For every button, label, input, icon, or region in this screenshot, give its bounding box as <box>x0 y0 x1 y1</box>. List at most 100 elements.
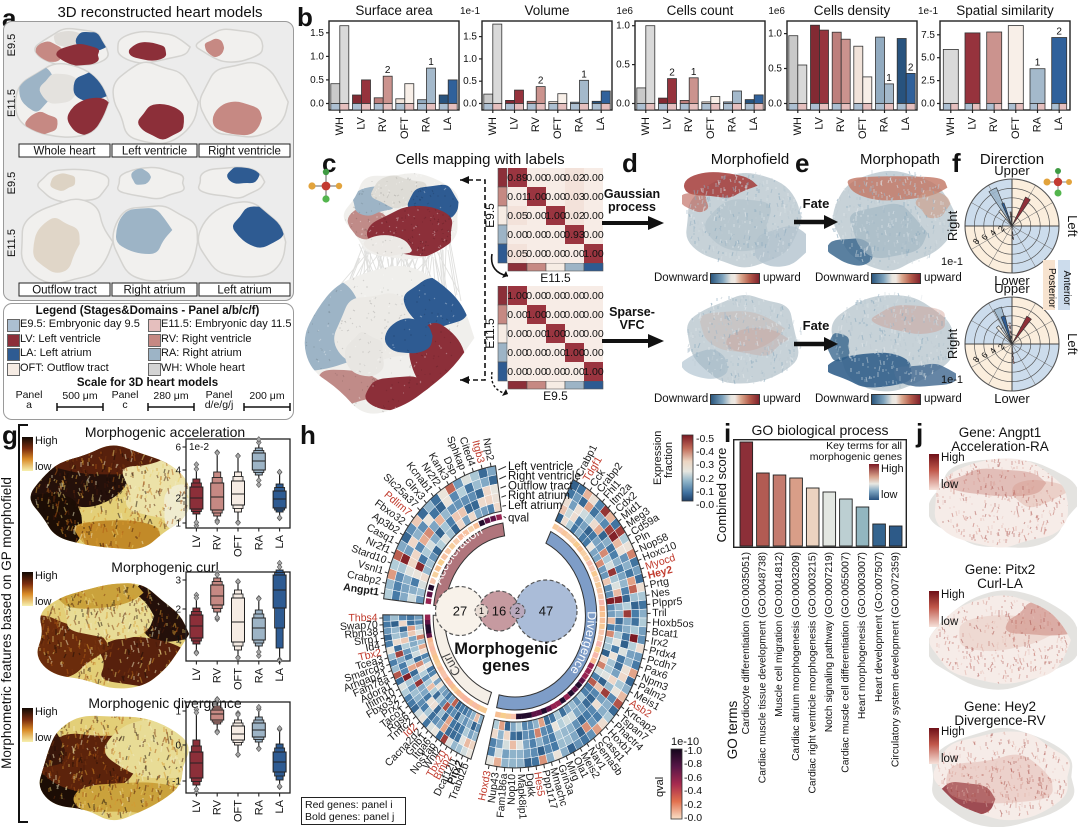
svg-text:0.0: 0.0 <box>616 99 630 110</box>
svg-text:1.00: 1.00 <box>564 347 585 359</box>
svg-text:RA: RA <box>253 667 265 683</box>
svg-text:Cells count: Cells count <box>667 3 734 18</box>
svg-text:0.00: 0.00 <box>507 229 528 241</box>
svg-text:0.02: 0.02 <box>564 172 585 184</box>
svg-text:0.00: 0.00 <box>545 309 566 321</box>
svg-text:0.00: 0.00 <box>526 347 547 359</box>
svg-text:RA: RA <box>727 116 739 132</box>
svg-text:RA: RA <box>253 799 265 815</box>
svg-text:Surface area: Surface area <box>355 3 433 18</box>
svg-text:Notch signaling pathway (GO:00: Notch signaling pathway (GO:0007219) <box>824 552 835 732</box>
svg-text:qval: qval <box>508 513 529 525</box>
svg-text:WH: WH <box>334 117 346 135</box>
svg-text:Upper: Upper <box>994 283 1030 296</box>
svg-text:0.00: 0.00 <box>564 248 585 260</box>
svg-text:0.05: 0.05 <box>507 210 528 222</box>
svg-text:1.00: 1.00 <box>545 328 566 340</box>
svg-text:0.00: 0.00 <box>583 347 604 359</box>
svg-text:RV: RV <box>212 534 224 550</box>
svg-text:0.00: 0.00 <box>526 229 547 241</box>
svg-text:WH: WH <box>792 117 804 135</box>
svg-text:0.00: 0.00 <box>526 210 547 222</box>
svg-text:RA: RA <box>879 116 891 132</box>
svg-text:Heart morphogenesis (GO:000300: Heart morphogenesis (GO:0003007) <box>857 552 868 719</box>
svg-text:1.00: 1.00 <box>526 309 547 321</box>
svg-text:2: 2 <box>1056 27 1062 38</box>
svg-text:1.5: 1.5 <box>463 32 477 43</box>
svg-text:Heart development (GO:007507): Heart development (GO:007507) <box>874 552 885 702</box>
svg-text:OFT: OFT <box>857 117 869 139</box>
svg-text:6: 6 <box>175 443 181 454</box>
svg-text:Muscle cell migration (GO:0014: Muscle cell migration (GO:0014812) <box>774 552 785 717</box>
svg-text:LA: LA <box>274 799 286 813</box>
svg-text:1: 1 <box>175 635 181 646</box>
svg-text:Posterior: Posterior <box>1046 268 1057 309</box>
svg-text:LV: LV <box>191 667 203 680</box>
svg-text:2: 2 <box>515 606 520 616</box>
svg-text:2.5: 2.5 <box>921 76 935 87</box>
svg-text:Morphogenic: Morphogenic <box>454 640 558 658</box>
svg-text:RV: RV <box>988 116 1000 132</box>
svg-text:0.00: 0.00 <box>545 172 566 184</box>
svg-text:0.0: 0.0 <box>921 99 935 110</box>
svg-text:RA: RA <box>574 116 586 132</box>
svg-text:OFT: OFT <box>233 800 245 822</box>
svg-text:E11.5: E11.5 <box>540 271 571 285</box>
svg-text:Thbs4: Thbs4 <box>348 612 378 624</box>
svg-text:0.5: 0.5 <box>463 76 477 87</box>
svg-text:Combined score: Combined score <box>714 448 729 543</box>
svg-text:RA: RA <box>253 534 265 550</box>
svg-text:1e6: 1e6 <box>768 6 785 17</box>
svg-text:LV: LV <box>662 116 674 129</box>
svg-text:0.00: 0.00 <box>564 366 585 378</box>
svg-text:OFT: OFT <box>1010 117 1022 139</box>
svg-text:Lower: Lower <box>994 391 1030 406</box>
svg-text:Right: Right <box>945 328 960 359</box>
svg-text:RV: RV <box>212 799 224 815</box>
svg-text:RV: RV <box>683 116 695 132</box>
svg-text:1.00: 1.00 <box>583 248 604 260</box>
svg-text:OFT: OFT <box>552 117 564 139</box>
svg-text:WH: WH <box>945 117 957 135</box>
svg-text:0.00: 0.00 <box>564 328 585 340</box>
svg-text:1e6: 1e6 <box>616 6 633 17</box>
svg-text:LV: LV <box>814 116 826 129</box>
svg-text:0.0: 0.0 <box>768 99 782 110</box>
svg-text:Right: Right <box>945 210 960 241</box>
svg-text:Cardiac right ventricle morpho: Cardiac right ventricle morphogenesis (G… <box>807 552 818 794</box>
svg-text:1: 1 <box>428 57 434 68</box>
svg-text:Cardiac muscle tissue developm: Cardiac muscle tissue development (GO:00… <box>758 552 769 783</box>
svg-text:1.00: 1.00 <box>507 290 528 302</box>
svg-text:0.03: 0.03 <box>564 191 585 203</box>
svg-text:2: 2 <box>669 68 675 79</box>
svg-text:1: 1 <box>479 606 484 616</box>
svg-text:OFT: OFT <box>399 117 411 139</box>
svg-text:1e-1: 1e-1 <box>941 374 963 386</box>
svg-text:0.0: 0.0 <box>463 99 477 110</box>
svg-text:1: 1 <box>691 67 697 78</box>
svg-text:RV: RV <box>212 667 224 683</box>
svg-text:0.00: 0.00 <box>583 172 604 184</box>
svg-text:fraction: fraction <box>663 442 675 478</box>
svg-text:1: 1 <box>175 707 181 718</box>
svg-text:1: 1 <box>1035 58 1041 69</box>
svg-text:qval: qval <box>655 777 666 797</box>
svg-text:0.00: 0.00 <box>583 229 604 241</box>
svg-text:47: 47 <box>539 604 553 619</box>
svg-text:2: 2 <box>385 65 391 76</box>
svg-text:1.00: 1.00 <box>545 210 566 222</box>
svg-text:1e-2: 1e-2 <box>189 442 209 453</box>
svg-text:0.00: 0.00 <box>526 248 547 260</box>
svg-text:0.00: 0.00 <box>583 290 604 302</box>
svg-text:LA: LA <box>274 534 286 548</box>
svg-text:0.00: 0.00 <box>507 309 528 321</box>
svg-text:E11.5: E11.5 <box>483 318 497 349</box>
svg-text:0.00: 0.00 <box>564 309 585 321</box>
svg-text:0.02: 0.02 <box>564 210 585 222</box>
svg-text:WH: WH <box>640 117 652 135</box>
svg-text:0.5: 0.5 <box>768 64 782 75</box>
svg-text:0.00: 0.00 <box>526 328 547 340</box>
svg-text:0.00: 0.00 <box>507 328 528 340</box>
svg-text:Circulatory system development: Circulatory system development (GO:00723… <box>890 552 901 767</box>
svg-text:0.00: 0.00 <box>564 290 585 302</box>
